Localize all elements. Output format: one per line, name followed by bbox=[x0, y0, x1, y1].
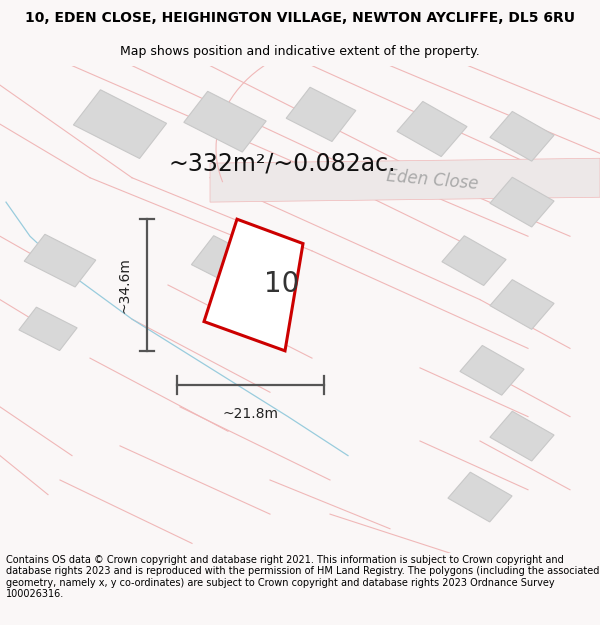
Text: ~332m²/~0.082ac.: ~332m²/~0.082ac. bbox=[168, 151, 396, 175]
Polygon shape bbox=[490, 111, 554, 161]
Text: ~34.6m: ~34.6m bbox=[118, 257, 132, 313]
Polygon shape bbox=[19, 307, 77, 351]
Text: ~21.8m: ~21.8m bbox=[223, 407, 278, 421]
Text: 10: 10 bbox=[263, 270, 299, 298]
Polygon shape bbox=[204, 219, 303, 351]
Polygon shape bbox=[24, 234, 96, 287]
Polygon shape bbox=[191, 236, 265, 291]
Polygon shape bbox=[490, 177, 554, 227]
Polygon shape bbox=[448, 472, 512, 522]
Polygon shape bbox=[490, 279, 554, 329]
Polygon shape bbox=[397, 101, 467, 156]
Text: Contains OS data © Crown copyright and database right 2021. This information is : Contains OS data © Crown copyright and d… bbox=[6, 554, 599, 599]
Polygon shape bbox=[184, 91, 266, 152]
Polygon shape bbox=[490, 411, 554, 461]
Polygon shape bbox=[73, 90, 167, 159]
Polygon shape bbox=[442, 236, 506, 286]
Text: 10, EDEN CLOSE, HEIGHINGTON VILLAGE, NEWTON AYCLIFFE, DL5 6RU: 10, EDEN CLOSE, HEIGHINGTON VILLAGE, NEW… bbox=[25, 11, 575, 26]
Polygon shape bbox=[286, 88, 356, 141]
Text: Map shows position and indicative extent of the property.: Map shows position and indicative extent… bbox=[120, 45, 480, 58]
Polygon shape bbox=[210, 158, 600, 202]
Text: Eden Close: Eden Close bbox=[385, 168, 479, 193]
Polygon shape bbox=[460, 346, 524, 395]
